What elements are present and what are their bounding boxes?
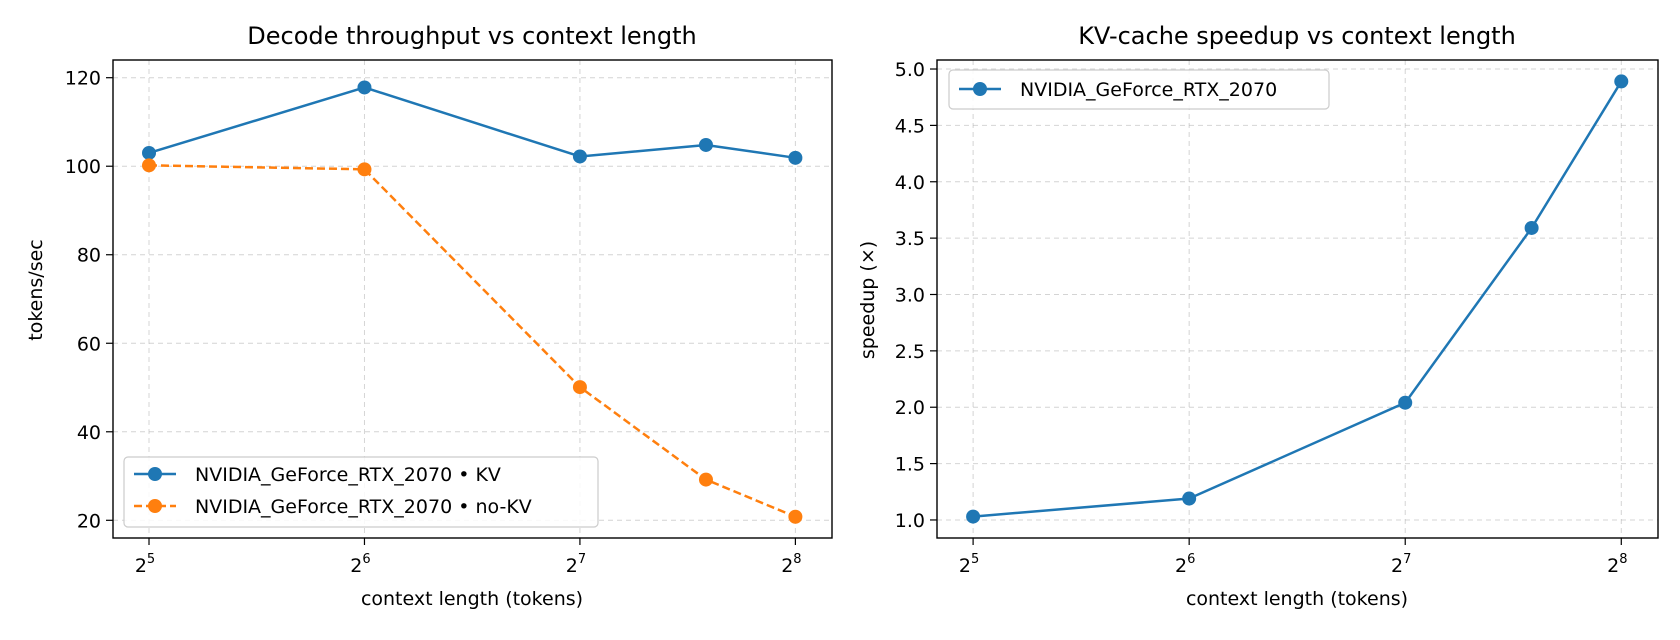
grid [937,60,1658,538]
plot-frame [936,59,1659,539]
legend-label-speedup: NVIDIA_GeForce_RTX_2070 [1020,79,1277,101]
data-points [142,80,803,524]
data-point [1524,220,1539,235]
y-tick-label: 1.0 [895,510,925,532]
x-tick-label: 28 [1607,552,1627,577]
throughput-chart: Decode throughput vs context length cont… [25,22,833,610]
legend-marker-kv [148,467,162,481]
data-point [698,137,713,152]
legend-label-nokv: NVIDIA_GeForce_RTX_2070 • no-KV [195,496,532,518]
legend-marker-nokv [148,499,162,513]
y-tick-label: 120 [65,68,101,90]
x-tick-exponent: 8 [793,552,801,567]
series-line-0 [148,86,796,160]
legend-label-kv: NVIDIA_GeForce_RTX_2070 • KV [195,464,501,486]
data-point [142,158,157,173]
x-ticks: 25 26 27 28 [959,538,1627,577]
legend-box [948,69,1330,110]
x-tick-exponent: 6 [362,552,370,567]
y-tick-label: 3.0 [895,284,925,306]
x-tick-label: 25 [135,552,155,577]
legend: NVIDIA_GeForce_RTX_2070 [948,69,1330,110]
y-tick-label: 1.5 [895,454,925,476]
x-axis-label: context length (tokens) [1186,588,1408,610]
data-point [357,80,372,95]
legend: NVIDIA_GeForce_RTX_2070 • KV NVIDIA_GeFo… [123,456,599,528]
y-tick-label: 2.5 [895,341,925,363]
y-tick-label: 2.0 [895,397,925,419]
series-lines [973,80,1623,518]
data-point [788,509,803,524]
speedup-chart: KV-cache speedup vs context length conte… [857,22,1659,610]
x-ticks: 25 26 27 28 [135,538,802,577]
y-tick-label: 60 [77,333,101,355]
y-tick-label: 100 [65,156,101,178]
x-tick-label: 28 [781,552,801,577]
chart-title: Decode throughput vs context length [247,22,696,50]
data-point [142,145,157,160]
y-axis-label: tokens/sec [25,239,47,340]
y-tick-label: 80 [77,245,101,267]
data-point [788,150,803,165]
series-line-0 [973,80,1623,518]
data-point [572,149,587,164]
y-tick-label: 3.5 [895,228,925,250]
y-tick-label: 5.0 [895,59,925,81]
data-point [698,472,713,487]
x-tick-exponent: 7 [578,552,586,567]
plot-frame [112,59,833,539]
data-point [1398,395,1413,410]
x-tick-exponent: 6 [1187,552,1195,567]
data-point [966,509,981,524]
x-tick-label: 26 [350,552,370,577]
y-tick-label: 4.0 [895,172,925,194]
legend-box [123,456,599,528]
data-point [572,380,587,395]
data-point [1614,74,1629,89]
x-tick-label: 27 [1391,552,1411,577]
x-tick-exponent: 7 [1403,552,1411,567]
x-tick-label: 25 [959,552,979,577]
data-point [357,162,372,177]
chart-title: KV-cache speedup vs context length [1078,22,1516,50]
y-ticks: 20 40 60 80 100 120 [65,68,113,532]
y-tick-label: 20 [77,510,101,532]
x-axis-label: context length (tokens) [361,588,583,610]
y-tick-label: 4.5 [895,115,925,137]
x-tick-exponent: 5 [971,552,979,567]
y-ticks: 1.0 1.5 2.0 2.5 3.0 3.5 4.0 4.5 5.0 [895,59,937,532]
data-points [966,74,1629,524]
series-lines [148,86,796,518]
x-tick-exponent: 8 [1619,552,1627,567]
x-tick-label: 26 [1175,552,1195,577]
x-tick-label: 27 [566,552,586,577]
x-tick-exponent: 5 [147,552,155,567]
y-axis-label: speedup (×) [857,241,879,359]
data-point [1182,491,1197,506]
legend-marker-speedup [973,82,987,96]
y-tick-label: 40 [77,422,101,444]
